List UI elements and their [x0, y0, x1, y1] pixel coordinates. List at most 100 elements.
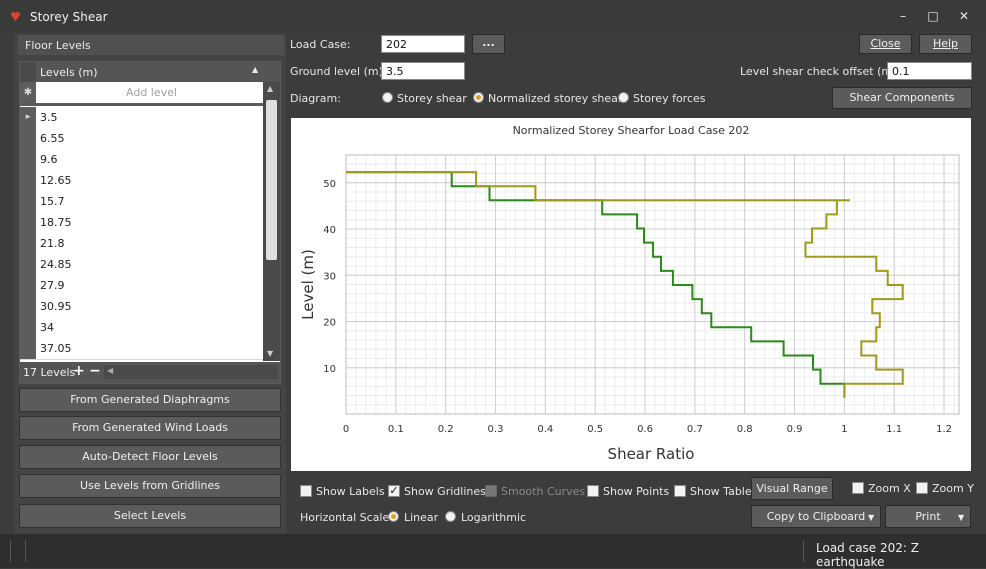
table-row[interactable]: 15.7 — [20, 191, 263, 213]
scroll-down-icon[interactable]: ▼ — [267, 349, 274, 358]
logarithmic-radio[interactable] — [445, 511, 456, 522]
chevron-down-icon: ▼ — [868, 513, 875, 522]
column-header-levels[interactable]: Levels (m) — [40, 66, 98, 79]
new-row[interactable]: ✱ Add level — [20, 82, 263, 106]
x-tick-label: 0.8 — [737, 424, 753, 435]
level-value[interactable]: 18.75 — [40, 216, 72, 229]
level-value[interactable]: 12.65 — [40, 174, 72, 187]
help-button[interactable]: Help — [919, 34, 972, 54]
table-row[interactable]: 24.85 — [20, 254, 263, 276]
table-row[interactable]: 18.75 — [20, 212, 263, 234]
table-row[interactable]: 37.05 — [20, 338, 263, 360]
x-tick-label: 0.4 — [537, 424, 553, 435]
ground-level-input[interactable]: 3.5 — [381, 62, 465, 80]
level-value[interactable]: 9.6 — [40, 153, 58, 166]
current-row-icon: ▸ — [20, 107, 36, 128]
x-axis-label: Shear Ratio — [608, 445, 695, 463]
remove-icon[interactable]: − — [89, 363, 101, 379]
storey-forces-label[interactable]: Storey forces — [633, 92, 706, 105]
print-label: Print — [915, 510, 941, 523]
plot-frame — [345, 154, 960, 415]
table-row[interactable]: 12.65 — [20, 170, 263, 192]
shear-components-button[interactable]: Shear Components — [832, 87, 972, 109]
table-row[interactable]: 30.95 — [20, 296, 263, 318]
use-levels-from-gridlines-button[interactable]: Use Levels from Gridlines — [19, 474, 281, 498]
sort-up-icon[interactable]: ▲ — [252, 65, 259, 74]
show-gridlines-label[interactable]: Show Gridlines — [404, 485, 486, 498]
add-level-placeholder[interactable]: Add level — [126, 86, 177, 99]
normalized-storey-shear-label[interactable]: Normalized storey shear — [488, 92, 623, 105]
normalized-storey-shear-radio[interactable] — [473, 92, 484, 103]
level-value[interactable]: 30.95 — [40, 300, 72, 313]
show-points-label[interactable]: Show Points — [603, 485, 670, 498]
table-row[interactable]: 34 — [20, 317, 263, 339]
chart-title: Normalized Storey Shearfor Load Case 202 — [513, 124, 750, 137]
visual-range-button[interactable]: Visual Range — [751, 477, 833, 500]
level-value[interactable]: 27.9 — [40, 279, 65, 292]
y-tick-label: 40 — [323, 225, 336, 236]
y-tick-label: 20 — [323, 318, 336, 329]
load-case-label: Load Case: — [290, 38, 351, 51]
scroll-thumb[interactable] — [266, 100, 277, 260]
level-value[interactable]: 6.55 — [40, 132, 65, 145]
level-value[interactable]: 24.85 — [40, 258, 72, 271]
storey-forces-radio[interactable] — [618, 92, 629, 103]
table-row[interactable]: 27.9 — [20, 275, 263, 297]
show-points-checkbox[interactable] — [587, 485, 599, 497]
table-row[interactable]: 21.8 — [20, 233, 263, 255]
horizontal-scale-label: Horizontal Scale: — [300, 511, 393, 524]
x-tick-label: 0.9 — [787, 424, 803, 435]
close-button[interactable]: Close — [859, 34, 912, 54]
levels-count: 17 Levels — [23, 366, 76, 379]
copy-to-clipboard-button[interactable]: Copy to Clipboard ▼ — [751, 505, 881, 528]
load-case-input[interactable]: 202 — [381, 35, 465, 53]
maximize-icon[interactable]: □ — [927, 9, 939, 23]
linear-radio[interactable] — [388, 511, 399, 522]
x-tick-label: 0.3 — [488, 424, 504, 435]
from-generated-diaphragms-button[interactable]: From Generated Diaphragms — [19, 388, 281, 412]
auto-detect-floor-levels-button[interactable]: Auto-Detect Floor Levels — [19, 445, 281, 469]
level-value[interactable]: 21.8 — [40, 237, 65, 250]
levels-grid[interactable]: Levels (m) ▲ ✱ Add level ▸ 3.5 6.55 9.6 12.6… — [19, 61, 281, 384]
storey-shear-label[interactable]: Storey shear — [397, 92, 467, 105]
from-generated-wind-loads-button[interactable]: From Generated Wind Loads — [19, 416, 281, 440]
scroll-up-icon[interactable]: ▲ — [267, 84, 274, 93]
zoom-y-checkbox[interactable] — [916, 482, 928, 494]
y-tick-label: 30 — [323, 271, 336, 282]
select-levels-button[interactable]: Select Levels — [19, 504, 281, 528]
add-icon[interactable]: + — [73, 363, 85, 379]
horizontal-scrollbar[interactable]: ◀ — [104, 365, 278, 379]
zoom-y-label[interactable]: Zoom Y — [932, 482, 974, 495]
show-gridlines-checkbox[interactable]: ✓ — [388, 484, 400, 497]
close-icon[interactable]: ✕ — [958, 9, 970, 23]
x-tick-label: 0.7 — [687, 424, 703, 435]
minimize-icon[interactable]: – — [900, 9, 906, 23]
show-table-checkbox[interactable] — [674, 485, 686, 497]
offset-input[interactable]: 0.1 — [887, 62, 972, 80]
table-row[interactable]: 9.6 — [20, 149, 263, 171]
linear-label[interactable]: Linear — [404, 511, 439, 524]
print-button[interactable]: Print ▼ — [885, 505, 971, 528]
series-2-line — [346, 171, 904, 398]
level-value[interactable]: 3.5 — [40, 111, 58, 124]
level-value[interactable]: 34 — [40, 321, 54, 334]
table-row[interactable]: ▸ 3.5 — [20, 107, 263, 129]
zoom-x-label[interactable]: Zoom X — [868, 482, 911, 495]
status-bar: Load case 202: Z earthquake — [0, 534, 986, 569]
show-labels-checkbox[interactable] — [300, 485, 312, 497]
chart-panel: 0 0.1 0.2 0.3 0.4 0.5 0.6 0.7 0.8 0.9 1 1.1 1.2 10 20 3… — [291, 118, 971, 471]
y-tick-label: 50 — [323, 179, 336, 190]
level-value[interactable]: 15.7 — [40, 195, 65, 208]
show-labels-label[interactable]: Show Labels — [316, 485, 385, 498]
storey-shear-radio[interactable] — [382, 92, 393, 103]
scroll-left-icon[interactable]: ◀ — [107, 366, 114, 375]
table-row[interactable]: 6.55 — [20, 128, 263, 150]
vertical-scrollbar[interactable]: ▲ ▼ — [263, 82, 280, 361]
level-value[interactable]: 37.05 — [40, 342, 72, 355]
show-table-label[interactable]: Show Table — [690, 485, 752, 498]
browse-button[interactable]: ... — [472, 34, 505, 54]
zoom-x-checkbox[interactable] — [852, 482, 864, 494]
title-bar — [0, 0, 986, 32]
logarithmic-label[interactable]: Logarithmic — [461, 511, 527, 524]
window-title: Storey Shear — [30, 10, 108, 24]
